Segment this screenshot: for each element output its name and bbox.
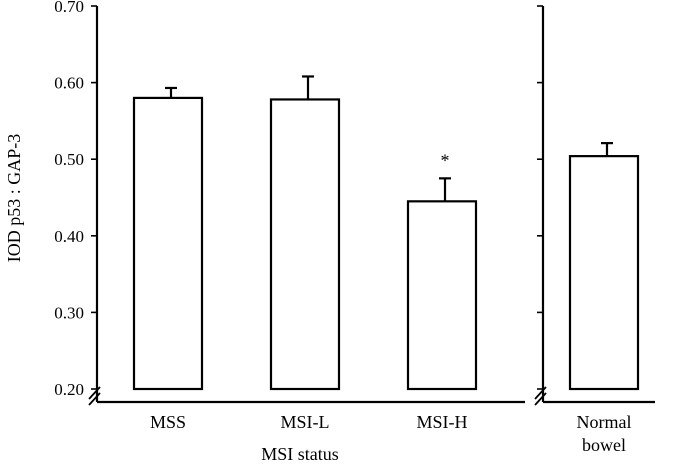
- axis-break-mark: [534, 386, 547, 400]
- axes: [88, 5, 655, 406]
- y-tick-label: 0.60: [54, 74, 84, 93]
- bars: [132, 75, 640, 391]
- x-tick-label: MSI-H: [416, 412, 467, 432]
- x-tick-label: MSI-L: [281, 412, 330, 432]
- y-tick-label: 0.40: [54, 227, 84, 246]
- labels: 0.20 0.30 0.40 0.50 0.60 0.70 MSS MSI-L * MSI-H No…: [54, 0, 631, 455]
- axis-break-mark: [534, 392, 547, 406]
- x-tick-label: bowel: [582, 435, 626, 455]
- y-tick-label: 0.70: [54, 0, 84, 16]
- y-tick-label: 0.50: [54, 150, 84, 169]
- bar-0-2: [406, 200, 478, 391]
- bar-1-0: [568, 155, 640, 391]
- x-tick-label: Normal: [577, 412, 632, 432]
- bar-0-1: [269, 98, 341, 391]
- axis-break-mark: [88, 392, 101, 406]
- y-tick-label: 0.30: [54, 303, 84, 322]
- significance-marker: *: [441, 150, 450, 170]
- x-tick-label: MSS: [150, 412, 186, 432]
- y-axis-title: IOD p53 : GAP-3: [4, 134, 24, 263]
- bar-0-0: [132, 96, 204, 391]
- axis-break-mark: [88, 386, 101, 400]
- x-axis-title: MSI status: [261, 444, 339, 464]
- y-tick-label: 0.20: [54, 380, 84, 399]
